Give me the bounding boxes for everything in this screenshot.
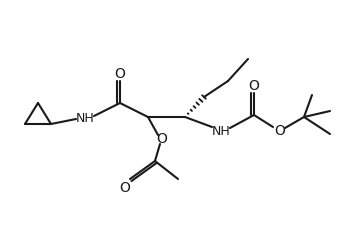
Text: NH: NH: [212, 125, 230, 138]
Text: O: O: [248, 79, 260, 93]
Text: NH: NH: [76, 112, 94, 125]
Text: O: O: [114, 67, 125, 81]
Text: O: O: [275, 123, 285, 137]
Text: O: O: [120, 180, 130, 194]
Text: O: O: [157, 131, 167, 145]
